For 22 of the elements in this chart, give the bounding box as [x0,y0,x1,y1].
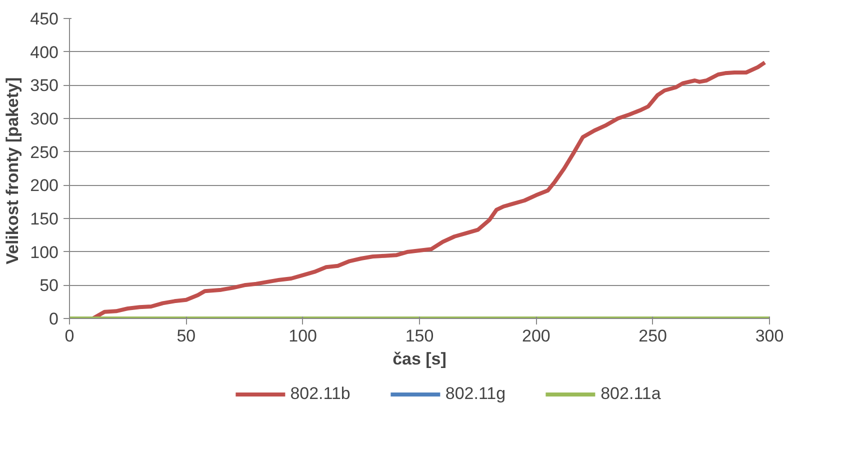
x-tick-label: 0 [64,326,74,346]
y-tick-label: 450 [30,10,59,28]
y-tick-label: 400 [30,42,59,62]
legend-label: 802.11b [290,384,350,404]
x-tick-label: 250 [638,326,668,346]
y-tick-label: 150 [30,210,59,228]
x-tick-label: 300 [755,326,784,346]
x-tick-label: 150 [405,326,434,346]
y-tick-label: 350 [30,76,59,96]
x-tick-label: 200 [522,326,550,346]
y-tick-label: 300 [30,110,59,128]
y-tick-label: 250 [30,142,59,162]
x-tick-label: 100 [288,326,318,346]
x-tick-label: 50 [176,326,196,346]
x-axis-title: čas [s] [392,350,446,368]
y-tick-label: 50 [40,276,59,296]
y-tick-label: 0 [49,310,59,328]
y-tick-label: 200 [30,176,59,196]
y-axis-title: Velikost fronty [pakety] [3,77,22,264]
y-tick-label: 100 [30,242,59,262]
legend-label: 802.11g [445,384,506,404]
legend-label: 802.11a [600,384,661,404]
